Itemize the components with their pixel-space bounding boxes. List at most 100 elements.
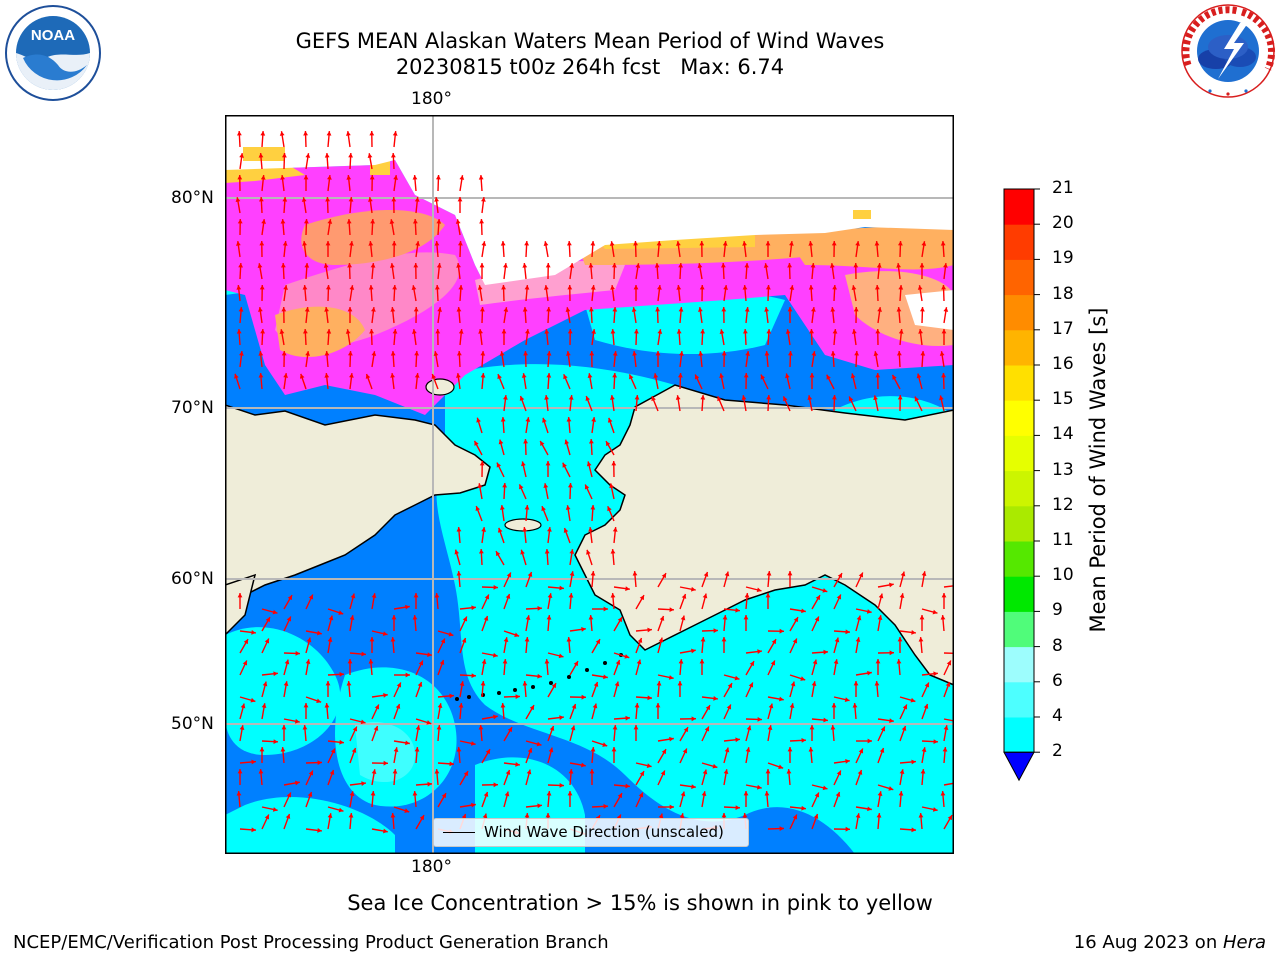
- wave-direction-arrowhead: [369, 131, 375, 136]
- wave-direction-arrowhead: [434, 593, 440, 598]
- wave-direction-arrowhead: [480, 681, 486, 686]
- wave-direction-arrowhead: [365, 373, 371, 379]
- wave-direction-arrowhead: [647, 695, 652, 701]
- wave-direction-arrowhead: [779, 826, 784, 831]
- wave-direction-arrowhead: [327, 813, 333, 818]
- wave-direction-arrowhead: [756, 587, 762, 593]
- wave-direction-arrowhead: [325, 197, 330, 202]
- wave-direction-arrowhead: [346, 219, 352, 224]
- wave-direction-arrowhead: [765, 593, 771, 598]
- wave-direction-arrowhead: [546, 373, 552, 378]
- wave-direction-arrowhead: [559, 585, 564, 591]
- wave-direction-arrowhead: [414, 373, 420, 378]
- wave-direction-arrowhead: [412, 219, 418, 224]
- colorbar-tick-label: 15: [1052, 389, 1074, 410]
- wave-direction-arrowhead: [879, 747, 885, 753]
- wave-direction-arrowhead: [537, 803, 542, 809]
- wave-direction-arrowhead: [485, 749, 490, 755]
- wave-direction-arrowhead: [766, 571, 772, 576]
- wave-direction-arrowhead: [899, 769, 905, 774]
- wave-direction-arrowhead: [350, 593, 356, 599]
- wave-direction-arrowhead: [238, 307, 244, 312]
- wave-direction-arrowhead: [368, 285, 374, 290]
- wave-direction-arrowhead: [237, 769, 243, 774]
- wave-direction-arrowhead: [476, 417, 481, 423]
- wave-direction-arrowhead: [456, 747, 462, 752]
- colorbar-segment: [1004, 505, 1034, 542]
- wave-direction-arrowhead: [612, 527, 618, 532]
- wave-direction-arrowhead: [727, 683, 732, 689]
- wave-direction-arrowhead: [338, 610, 344, 615]
- colorbar-tick-label: 6: [1052, 670, 1063, 691]
- wave-direction-arrowhead: [369, 329, 374, 334]
- wave-direction-arrowhead: [877, 615, 883, 620]
- colorbar-segment: [1004, 224, 1034, 260]
- wave-direction-arrowhead: [299, 373, 305, 379]
- wave-direction-arrowhead: [901, 725, 907, 731]
- wave-direction-arrowhead: [763, 263, 769, 268]
- wave-direction-arrowhead: [678, 373, 683, 378]
- wave-direction-arrowhead: [911, 827, 916, 833]
- wave-direction-arrowhead: [412, 791, 418, 796]
- wave-direction-arrowhead: [383, 693, 388, 698]
- wave-direction-arrowhead: [243, 639, 248, 645]
- wave-direction-arrowhead: [808, 747, 814, 752]
- wave-direction-arrowhead: [853, 681, 859, 686]
- wave-direction-arrowhead: [493, 585, 498, 590]
- wave-direction-arrowhead: [317, 828, 322, 833]
- wave-direction-arrowhead: [306, 637, 312, 643]
- wave-direction-arrowhead: [427, 781, 432, 787]
- wave-direction-arrowhead: [911, 759, 916, 765]
- wave-direction-arrowhead: [456, 527, 462, 532]
- colorbar-segment: [1004, 365, 1034, 401]
- wave-direction-arrowhead: [792, 638, 798, 644]
- colorbar-tick-label: 19: [1052, 248, 1074, 269]
- wave-direction-arrowhead: [440, 638, 446, 644]
- wave-direction-arrowhead: [874, 681, 880, 686]
- wave-direction-arrowhead: [724, 571, 730, 577]
- wave-direction-arrow: [943, 718, 954, 722]
- wave-direction-arrowhead: [789, 241, 794, 246]
- wave-direction-arrowhead: [911, 630, 916, 635]
- wave-direction-arrowhead: [910, 697, 916, 703]
- wave-direction-arrowhead: [434, 769, 440, 774]
- wave-direction-arrowhead: [921, 747, 927, 752]
- wave-direction-arrowhead: [787, 307, 793, 312]
- wave-direction-arrowhead: [390, 263, 395, 268]
- colorbar: [1003, 188, 1040, 782]
- wave-direction-arrowhead: [756, 784, 762, 790]
- wave-direction-arrowhead: [367, 153, 373, 158]
- wave-direction-arrowhead: [831, 241, 837, 246]
- wave-direction-arrowhead: [801, 805, 806, 811]
- wave-direction-arrowhead: [301, 197, 307, 202]
- wave-direction-arrowhead: [478, 175, 484, 180]
- wave-direction-arrowhead: [606, 441, 611, 447]
- wave-direction-arrowhead: [830, 725, 836, 730]
- wave-direction-arrowhead: [346, 131, 351, 136]
- wave-direction-arrowhead: [258, 373, 264, 378]
- wave-direction-arrowhead: [700, 637, 706, 642]
- wave-direction-arrowhead: [522, 681, 528, 686]
- wave-direction-arrowhead: [524, 241, 530, 246]
- wave-direction-arrowhead: [371, 769, 377, 774]
- wave-direction-arrowhead: [785, 373, 790, 379]
- wave-direction-arrowhead: [790, 681, 796, 687]
- wave-direction-arrowhead: [586, 549, 591, 555]
- wave-direction-arrowhead: [295, 651, 300, 656]
- wave-direction-arrowhead: [590, 241, 596, 246]
- wave-direction-arrowhead: [239, 351, 244, 356]
- wave-direction-arrowhead: [503, 637, 509, 642]
- wave-direction-arrowhead: [933, 671, 938, 677]
- wave-direction-arrowhead: [766, 395, 772, 400]
- wave-direction-arrowhead: [544, 285, 549, 290]
- wave-direction-arrowhead: [507, 727, 512, 733]
- wave-direction-arrowhead: [830, 263, 835, 268]
- wave-direction-arrowhead: [348, 813, 354, 818]
- wave-direction-arrowhead: [785, 329, 791, 334]
- wave-direction-arrowhead: [259, 285, 265, 290]
- noaa-logo-icon: NOAA: [5, 5, 101, 101]
- wave-direction-arrowhead: [853, 263, 859, 268]
- wave-direction-arrowhead: [631, 307, 637, 312]
- wave-direction-arrowhead: [766, 285, 771, 290]
- wave-direction-arrowhead: [832, 285, 838, 290]
